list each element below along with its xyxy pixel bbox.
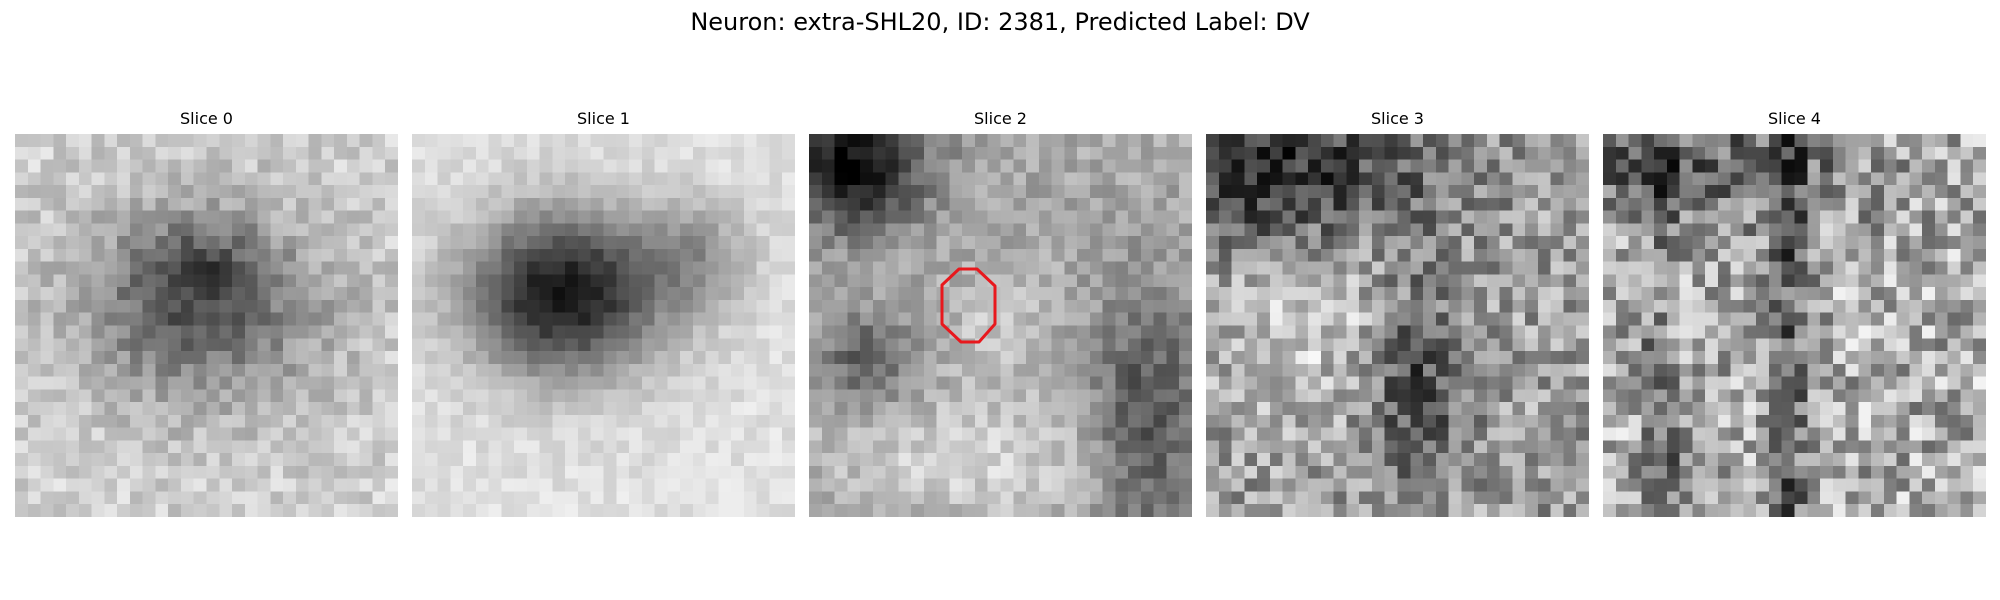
- slice-image: [809, 134, 1192, 517]
- figure-title: Neuron: extra-SHL20, ID: 2381, Predicted…: [690, 8, 1310, 36]
- slice-title: Slice 2: [974, 109, 1027, 128]
- slice-image: [1603, 134, 1986, 517]
- slice-panel-1: Slice 1: [412, 108, 795, 517]
- slice-panel-3: Slice 3: [1206, 108, 1589, 517]
- slice-panel-0: Slice 0: [15, 108, 398, 517]
- slice-image-frame: [1206, 134, 1589, 517]
- slice-panel-2: Slice 2: [809, 108, 1192, 517]
- slice-image-frame: [15, 134, 398, 517]
- slice-image-frame: [412, 134, 795, 517]
- slice-image-frame: [1603, 134, 1986, 517]
- slice-image: [15, 134, 398, 517]
- slice-title: Slice 3: [1371, 109, 1424, 128]
- slice-image: [1206, 134, 1589, 517]
- slice-image: [412, 134, 795, 517]
- slice-title: Slice 1: [577, 109, 630, 128]
- slice-title: Slice 0: [180, 109, 233, 128]
- slice-panel-4: Slice 4: [1603, 108, 1986, 517]
- slice-image-frame: [809, 134, 1192, 517]
- slice-title: Slice 4: [1768, 109, 1821, 128]
